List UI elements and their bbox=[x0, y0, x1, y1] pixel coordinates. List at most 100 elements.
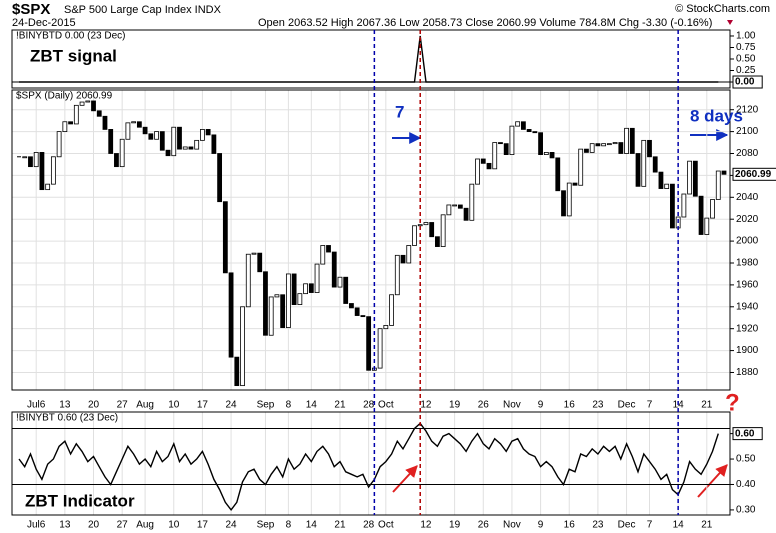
candle bbox=[417, 224, 423, 227]
candle bbox=[360, 315, 366, 318]
x-tick-label: 12 bbox=[420, 520, 432, 531]
candle bbox=[446, 204, 452, 216]
candle bbox=[171, 126, 177, 157]
candle bbox=[245, 253, 251, 308]
x-tick-label: Nov bbox=[503, 520, 521, 531]
candle bbox=[39, 152, 45, 191]
candle bbox=[263, 271, 268, 336]
annotation: 8 days bbox=[690, 106, 743, 125]
candle bbox=[125, 122, 131, 140]
candle bbox=[211, 134, 217, 154]
candle bbox=[681, 193, 687, 218]
candle bbox=[572, 182, 578, 186]
y-tick-label: 1900 bbox=[736, 345, 759, 356]
candle bbox=[394, 254, 400, 296]
candle bbox=[463, 207, 469, 221]
x-tick-label: 27 bbox=[117, 520, 129, 531]
candle bbox=[102, 115, 108, 130]
candle bbox=[543, 152, 549, 155]
candle bbox=[56, 131, 62, 158]
candle bbox=[624, 127, 629, 154]
candle bbox=[280, 294, 286, 328]
candle bbox=[234, 356, 240, 387]
index-name: S&P 500 Large Cap Index INDX bbox=[64, 4, 222, 16]
x-tick-label: 14 bbox=[673, 520, 685, 531]
candle bbox=[520, 121, 526, 130]
y-tick-label: 0.40 bbox=[736, 479, 756, 490]
last-value-label: 0.00 bbox=[735, 77, 755, 88]
candle bbox=[73, 104, 79, 125]
x-tick-label: Nov bbox=[503, 400, 521, 411]
x-tick-label: 17 bbox=[197, 520, 209, 531]
candle bbox=[349, 303, 354, 309]
x-tick-label: 21 bbox=[701, 520, 713, 531]
candle bbox=[22, 156, 28, 159]
x-tick-label: 13 bbox=[59, 520, 71, 531]
candle bbox=[326, 245, 331, 253]
x-tick-label: 28 bbox=[363, 520, 375, 531]
x-tick-label: 9 bbox=[538, 400, 544, 411]
panel-legend: $SPX (Daily) 2060.99 bbox=[16, 91, 113, 102]
annotation: ZBT signal bbox=[30, 46, 117, 65]
x-tick-label: 23 bbox=[592, 400, 604, 411]
candle bbox=[33, 152, 39, 168]
x-tick-label: 14 bbox=[306, 400, 318, 411]
candle bbox=[452, 204, 458, 207]
candle bbox=[647, 139, 652, 158]
panel-frame bbox=[11, 411, 731, 516]
x-tick-label: 17 bbox=[197, 400, 209, 411]
y-tick-label: 2080 bbox=[736, 148, 759, 159]
candle bbox=[251, 252, 257, 255]
x-tick-label: 19 bbox=[449, 520, 461, 531]
candle bbox=[217, 153, 223, 203]
y-tick-label: 2120 bbox=[736, 104, 759, 115]
x-tick-label: 14 bbox=[673, 400, 685, 411]
candle bbox=[389, 294, 394, 326]
candle bbox=[194, 139, 200, 150]
x-tick-label: 10 bbox=[168, 520, 180, 531]
candle bbox=[457, 204, 463, 209]
candle bbox=[526, 129, 532, 133]
candle bbox=[50, 156, 56, 185]
x-tick-label: 21 bbox=[334, 400, 346, 411]
panel-frame bbox=[11, 89, 731, 391]
x-tick-label: 28 bbox=[363, 400, 375, 411]
x-tick-label: Sep bbox=[257, 400, 275, 411]
candle bbox=[435, 236, 440, 247]
candle bbox=[377, 328, 383, 369]
x-tick-label: Jul6 bbox=[27, 520, 46, 531]
x-tick-label: Aug bbox=[136, 400, 154, 411]
y-tick-label: 0.75 bbox=[736, 42, 756, 53]
candle bbox=[469, 183, 475, 221]
candle bbox=[165, 149, 171, 157]
candle bbox=[257, 252, 263, 273]
candle bbox=[337, 276, 343, 288]
candle bbox=[366, 316, 372, 371]
x-tick-label: Oct bbox=[378, 400, 394, 411]
candle bbox=[584, 148, 589, 153]
candle bbox=[721, 170, 727, 175]
y-tick-label: 2020 bbox=[736, 214, 759, 225]
line bbox=[19, 35, 719, 83]
candle bbox=[549, 152, 555, 159]
candle bbox=[320, 245, 326, 265]
candle bbox=[331, 251, 337, 288]
candle bbox=[142, 126, 148, 135]
candle bbox=[131, 121, 137, 124]
annotation: ZBT Indicator bbox=[25, 491, 135, 510]
candle bbox=[343, 276, 349, 304]
candle bbox=[91, 100, 96, 112]
x-tick-label: Aug bbox=[136, 520, 154, 531]
y-tick-label: 2000 bbox=[736, 236, 759, 247]
x-tick-label: 13 bbox=[59, 400, 71, 411]
x-tick-label: Dec bbox=[618, 400, 636, 411]
y-tick-label: 0.50 bbox=[736, 54, 756, 65]
candle bbox=[566, 182, 572, 217]
candle bbox=[687, 160, 693, 195]
candle bbox=[314, 263, 320, 293]
candle bbox=[200, 129, 205, 141]
candle bbox=[492, 142, 498, 170]
x-tick-label: 27 bbox=[117, 400, 129, 411]
candle bbox=[710, 199, 715, 219]
